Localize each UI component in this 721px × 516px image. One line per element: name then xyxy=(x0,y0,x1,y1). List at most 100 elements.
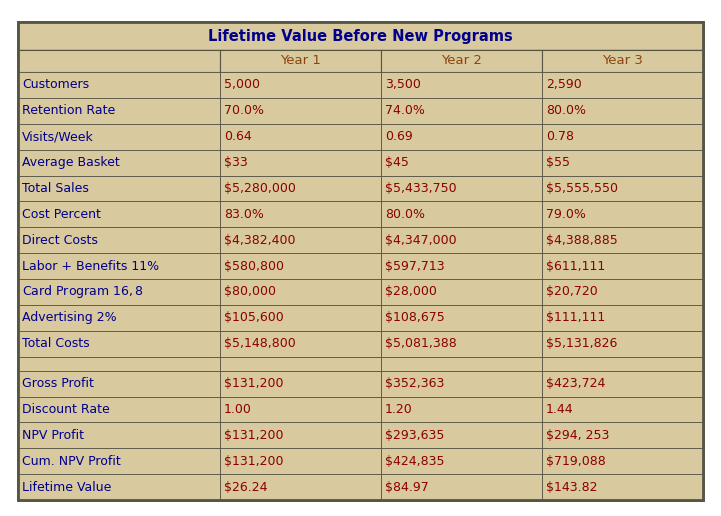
Text: Gross Profit: Gross Profit xyxy=(22,377,94,390)
Text: $580,800: $580,800 xyxy=(224,260,284,272)
Text: 1.20: 1.20 xyxy=(385,403,413,416)
Text: Total Costs: Total Costs xyxy=(22,337,89,350)
Bar xyxy=(542,98,703,124)
Text: $4,347,000: $4,347,000 xyxy=(385,234,456,247)
Text: 0.69: 0.69 xyxy=(385,130,413,143)
Bar xyxy=(220,150,381,175)
Text: $5,081,388: $5,081,388 xyxy=(385,337,457,350)
Text: Year 1: Year 1 xyxy=(280,55,321,68)
Bar xyxy=(542,279,703,305)
Bar xyxy=(220,124,381,150)
Text: $4,382,400: $4,382,400 xyxy=(224,234,296,247)
Bar xyxy=(18,150,220,175)
Bar xyxy=(18,423,220,448)
Bar xyxy=(18,227,220,253)
Text: $80,000: $80,000 xyxy=(224,285,276,298)
Bar xyxy=(381,175,542,201)
Bar xyxy=(381,474,542,500)
Bar xyxy=(220,331,381,357)
Bar xyxy=(220,305,381,331)
Bar xyxy=(381,253,542,279)
Text: $5,433,750: $5,433,750 xyxy=(385,182,456,195)
Text: $108,675: $108,675 xyxy=(385,311,445,325)
Bar xyxy=(542,396,703,423)
Text: Lifetime Value Before New Programs: Lifetime Value Before New Programs xyxy=(208,28,513,43)
Text: $84.97: $84.97 xyxy=(385,480,429,494)
Bar xyxy=(220,370,381,396)
Bar xyxy=(381,124,542,150)
Bar xyxy=(381,305,542,331)
Bar xyxy=(381,370,542,396)
Bar xyxy=(18,98,220,124)
Bar xyxy=(220,253,381,279)
Text: Cum. NPV Profit: Cum. NPV Profit xyxy=(22,455,120,467)
Text: $424,835: $424,835 xyxy=(385,455,445,467)
Bar xyxy=(18,474,220,500)
Bar xyxy=(542,305,703,331)
Bar xyxy=(18,370,220,396)
Text: $55: $55 xyxy=(546,156,570,169)
Text: 0.64: 0.64 xyxy=(224,130,252,143)
Text: Customers: Customers xyxy=(22,78,89,91)
Text: Labor + Benefits 11%: Labor + Benefits 11% xyxy=(22,260,159,272)
Bar xyxy=(18,305,220,331)
Text: $5,555,550: $5,555,550 xyxy=(546,182,618,195)
Text: Direct Costs: Direct Costs xyxy=(22,234,98,247)
Text: 2,590: 2,590 xyxy=(546,78,582,91)
Bar xyxy=(220,357,381,370)
Bar xyxy=(542,474,703,500)
Text: 83.0%: 83.0% xyxy=(224,208,264,221)
Bar xyxy=(18,279,220,305)
Text: $33: $33 xyxy=(224,156,248,169)
Text: NPV Profit: NPV Profit xyxy=(22,429,84,442)
Bar xyxy=(18,22,703,50)
Bar xyxy=(381,150,542,175)
Text: Total Sales: Total Sales xyxy=(22,182,89,195)
Bar xyxy=(220,50,381,72)
Text: 5,000: 5,000 xyxy=(224,78,260,91)
Bar xyxy=(542,331,703,357)
Bar xyxy=(542,201,703,227)
Bar xyxy=(542,448,703,474)
Text: $294, 253: $294, 253 xyxy=(546,429,609,442)
Text: 1.00: 1.00 xyxy=(224,403,252,416)
Text: 70.0%: 70.0% xyxy=(224,104,264,117)
Text: 80.0%: 80.0% xyxy=(385,208,425,221)
Bar xyxy=(18,72,220,98)
Text: Year 3: Year 3 xyxy=(602,55,643,68)
Text: 79.0%: 79.0% xyxy=(546,208,586,221)
Bar xyxy=(18,50,220,72)
Bar xyxy=(542,370,703,396)
Bar xyxy=(542,50,703,72)
Bar xyxy=(381,396,542,423)
Bar xyxy=(542,423,703,448)
Text: $5,148,800: $5,148,800 xyxy=(224,337,296,350)
Text: $105,600: $105,600 xyxy=(224,311,284,325)
Bar xyxy=(381,448,542,474)
Text: Retention Rate: Retention Rate xyxy=(22,104,115,117)
Text: $719,088: $719,088 xyxy=(546,455,606,467)
Bar xyxy=(18,448,220,474)
Bar xyxy=(18,201,220,227)
Text: Year 2: Year 2 xyxy=(441,55,482,68)
Text: $4,388,885: $4,388,885 xyxy=(546,234,618,247)
Bar xyxy=(381,98,542,124)
Text: $26.24: $26.24 xyxy=(224,480,267,494)
Text: $45: $45 xyxy=(385,156,409,169)
Bar xyxy=(220,474,381,500)
Text: 74.0%: 74.0% xyxy=(385,104,425,117)
Bar xyxy=(381,331,542,357)
Bar xyxy=(18,331,220,357)
Bar xyxy=(220,72,381,98)
Bar xyxy=(220,448,381,474)
Text: $5,280,000: $5,280,000 xyxy=(224,182,296,195)
Bar xyxy=(381,201,542,227)
Bar xyxy=(542,253,703,279)
Bar xyxy=(381,357,542,370)
Bar xyxy=(542,150,703,175)
Text: $5,131,826: $5,131,826 xyxy=(546,337,617,350)
Text: 3,500: 3,500 xyxy=(385,78,421,91)
Text: Card Program $16, $8: Card Program $16, $8 xyxy=(22,283,144,300)
Text: $143.82: $143.82 xyxy=(546,480,598,494)
Text: Discount Rate: Discount Rate xyxy=(22,403,110,416)
